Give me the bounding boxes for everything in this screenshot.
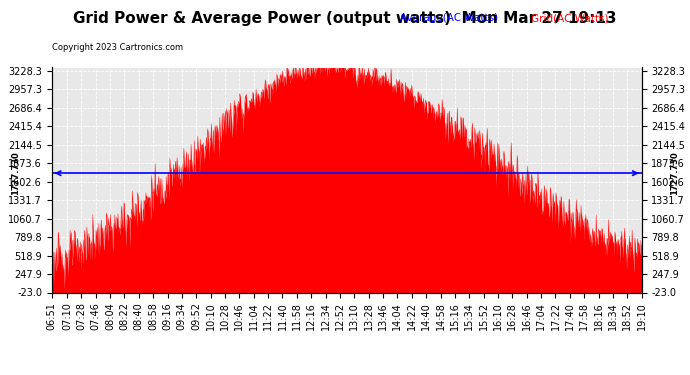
Text: Average(AC Watts): Average(AC Watts) [400,13,498,23]
Text: 1727.730: 1727.730 [670,151,679,195]
Text: 1727.730: 1727.730 [10,151,20,195]
Text: Grid(AC Watts): Grid(AC Watts) [531,13,609,23]
Text: Copyright 2023 Cartronics.com: Copyright 2023 Cartronics.com [52,43,183,52]
Text: Grid Power & Average Power (output watts)  Mon Mar 27 19:13: Grid Power & Average Power (output watts… [73,11,617,26]
